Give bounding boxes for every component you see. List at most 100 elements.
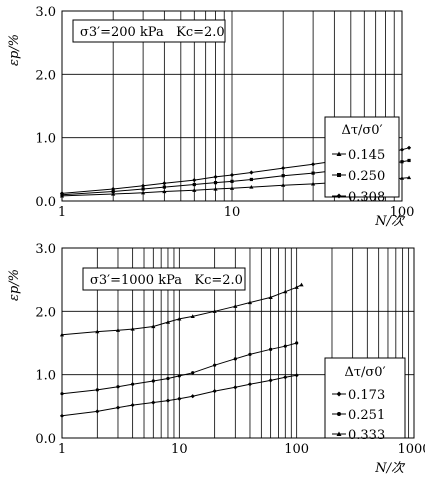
y-tick-label: 3.0	[35, 5, 56, 20]
legend: Δτ/σ0′ 0.173 0.251 0.333	[324, 357, 406, 443]
legend-title: Δτ/σ0′	[344, 365, 385, 380]
data-point	[111, 186, 116, 192]
data-point	[162, 189, 167, 194]
legend-label: 0.251	[348, 408, 385, 423]
data-point	[399, 176, 405, 180]
chart-panel-top: 1 10 100 0.0 1.0 2.0 3.0 N/次 εp/% σ3′=200 kPa …	[7, 5, 414, 229]
data-point	[192, 182, 196, 187]
data-point	[130, 402, 135, 408]
tick-labels: 1 10 100 0.0 1.0 2.0 3.0	[35, 5, 414, 220]
x-tick-label: 1	[58, 442, 66, 457]
data-point	[247, 382, 253, 387]
data-point	[268, 295, 273, 299]
y-axis-label: εp/%	[7, 34, 22, 66]
y-tick-label: 1.0	[35, 369, 56, 384]
y-axis-label: εp/%	[7, 269, 22, 301]
data-point	[111, 191, 116, 196]
data-point	[233, 357, 237, 361]
data-point	[59, 413, 65, 418]
annotation-box	[72, 19, 226, 43]
legend-marker	[337, 412, 341, 416]
series-group	[59, 282, 304, 418]
data-point	[311, 162, 316, 167]
y-tick-label: 0.0	[35, 195, 56, 210]
data-point	[294, 373, 299, 378]
data-point	[165, 320, 171, 324]
data-point	[407, 158, 411, 163]
x-tick-label: 1000	[397, 442, 425, 457]
data-point	[233, 304, 238, 308]
data-point	[281, 174, 285, 178]
x-tick-label: 100	[390, 205, 415, 220]
legend-marker	[337, 173, 341, 177]
data-point	[59, 191, 65, 196]
legend-label: 0.173	[348, 388, 385, 403]
data-point	[249, 170, 254, 175]
tick-labels: 1 10 100 1000 0.0 1.0 2.0 3.0	[35, 242, 425, 457]
data-point	[59, 332, 65, 337]
data-point	[141, 190, 146, 195]
y-tick-label: 0.0	[35, 432, 56, 447]
annotation-box	[82, 267, 246, 291]
x-axis-label: N/次	[374, 214, 406, 229]
data-point	[212, 309, 217, 313]
y-tick-label: 2.0	[35, 68, 56, 83]
data-point	[281, 165, 286, 171]
data-point	[294, 285, 299, 289]
data-point	[191, 371, 195, 375]
legend-marker	[336, 193, 342, 199]
x-tick-label: 10	[171, 442, 188, 457]
y-tick-label: 1.0	[35, 132, 56, 147]
annotation-text: σ3′=200 kPa Kc=2.0	[80, 25, 225, 40]
series-line	[61, 284, 302, 336]
x-axis-label: N/次	[374, 461, 406, 476]
data-point	[269, 347, 273, 351]
legend-label: 0.308	[348, 190, 385, 205]
series-line	[61, 374, 297, 417]
y-tick-label: 3.0	[35, 242, 56, 257]
data-point	[115, 328, 121, 332]
legend: Δτ/σ0′ 0.145 0.250 0.308	[324, 116, 400, 205]
data-point	[295, 341, 299, 345]
data-point	[130, 326, 135, 331]
data-point	[141, 187, 145, 191]
data-point	[111, 189, 115, 194]
data-point	[283, 289, 288, 294]
legend-label: 0.250	[348, 169, 385, 184]
data-point	[249, 177, 253, 182]
data-point	[141, 183, 146, 188]
legend-marker	[336, 151, 342, 156]
data-point	[229, 172, 235, 178]
data-point	[229, 186, 235, 190]
legend-box	[324, 116, 400, 198]
data-point	[151, 324, 156, 329]
data-point	[192, 178, 197, 183]
data-point	[162, 181, 167, 186]
data-point	[400, 160, 404, 164]
data-point	[233, 385, 238, 390]
data-point	[281, 183, 286, 187]
x-tick-label: 100	[284, 442, 309, 457]
data-point	[190, 314, 195, 318]
data-point	[115, 405, 121, 410]
data-point	[192, 188, 197, 192]
data-point	[230, 179, 234, 183]
data-point	[311, 171, 315, 175]
plot-frame	[61, 247, 415, 439]
chart-panel-bottom: 1 10 100 1000 0.0 1.0 2.0 3.0 N/次 εp/% σ3′=1000…	[7, 242, 425, 476]
data-point	[177, 316, 182, 321]
data-point	[213, 363, 217, 367]
legend-box	[324, 357, 406, 439]
data-point	[151, 400, 156, 405]
data-point	[95, 388, 99, 392]
data-point	[95, 329, 100, 334]
annotation-text: σ3′=1000 kPa Kc=2.0	[90, 273, 243, 288]
data-point	[162, 185, 166, 189]
legend-marker	[336, 391, 342, 397]
legend-marker	[336, 431, 342, 436]
data-point	[406, 175, 412, 180]
data-point	[131, 382, 135, 386]
data-point	[406, 145, 412, 150]
data-point	[248, 352, 252, 356]
